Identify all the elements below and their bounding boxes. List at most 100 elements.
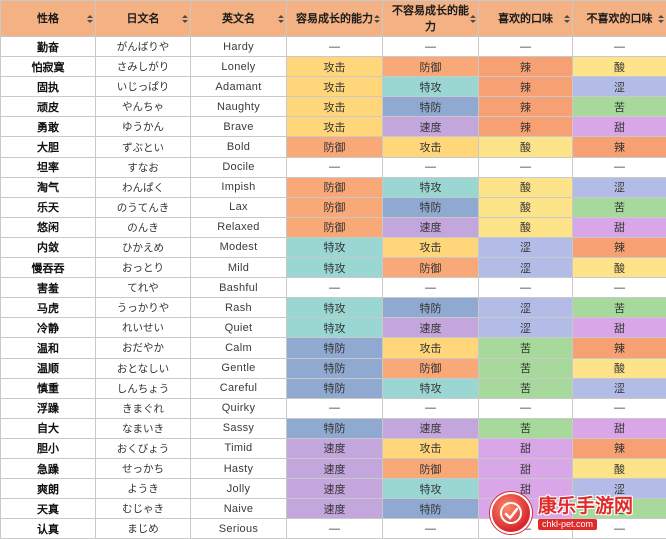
cell-japanese-name: せっかち <box>96 458 191 478</box>
cell-liked-flavor: 酸 <box>479 217 573 237</box>
cell-increased-stat: 特攻 <box>287 318 383 338</box>
cell-nature: 大胆 <box>1 137 96 157</box>
cell-liked-flavor: 涩 <box>479 318 573 338</box>
cell-english-name: Careful <box>191 378 287 398</box>
cell-disliked-flavor: 辣 <box>573 137 666 157</box>
cell-decreased-stat: 防御 <box>383 258 479 278</box>
cell-decreased-stat: — <box>383 519 479 539</box>
cell-decreased-stat: — <box>383 37 479 57</box>
cell-liked-flavor: 辣 <box>479 97 573 117</box>
cell-disliked-flavor: 苦 <box>573 197 666 217</box>
cell-decreased-stat: — <box>383 157 479 177</box>
cell-increased-stat: — <box>287 278 383 298</box>
cell-nature: 慎重 <box>1 378 96 398</box>
cell-japanese-name: まじめ <box>96 519 191 539</box>
cell-decreased-stat: 特攻 <box>383 77 479 97</box>
cell-english-name: Naive <box>191 499 287 519</box>
cell-disliked-flavor: 苦 <box>573 298 666 318</box>
cell-nature: 冷静 <box>1 318 96 338</box>
cell-english-name: Mild <box>191 258 287 278</box>
cell-japanese-name: ずぶとい <box>96 137 191 157</box>
cell-japanese-name: さみしがり <box>96 57 191 77</box>
cell-japanese-name: ゆうかん <box>96 117 191 137</box>
cell-english-name: Impish <box>191 177 287 197</box>
cell-english-name: Hardy <box>191 37 287 57</box>
cell-nature: 急躁 <box>1 458 96 478</box>
cell-nature: 内敛 <box>1 237 96 257</box>
header-japanese-name[interactable]: 日文名 <box>96 1 191 37</box>
sort-icon[interactable] <box>564 15 569 23</box>
cell-nature: 害羞 <box>1 278 96 298</box>
cell-decreased-stat: 特防 <box>383 499 479 519</box>
sort-icon[interactable] <box>470 15 475 23</box>
cell-decreased-stat: 攻击 <box>383 438 479 458</box>
cell-decreased-stat: 特攻 <box>383 177 479 197</box>
cell-english-name: Lonely <box>191 57 287 77</box>
cell-increased-stat: 速度 <box>287 458 383 478</box>
cell-nature: 认真 <box>1 519 96 539</box>
cell-disliked-flavor: 涩 <box>573 479 666 499</box>
cell-japanese-name: れいせい <box>96 318 191 338</box>
cell-nature: 悠闲 <box>1 217 96 237</box>
cell-japanese-name: やんちゃ <box>96 97 191 117</box>
cell-english-name: Sassy <box>191 418 287 438</box>
cell-nature: 胆小 <box>1 438 96 458</box>
cell-nature: 固执 <box>1 77 96 97</box>
sort-icon[interactable] <box>182 15 187 23</box>
cell-nature: 马虎 <box>1 298 96 318</box>
header-liked-flavor[interactable]: 喜欢的口味 <box>479 1 573 37</box>
cell-english-name: Bold <box>191 137 287 157</box>
header-disliked-flavor[interactable]: 不喜欢的口味 <box>573 1 666 37</box>
sort-icon[interactable] <box>374 15 379 23</box>
cell-english-name: Calm <box>191 338 287 358</box>
cell-japanese-name: ひかえめ <box>96 237 191 257</box>
sort-icon[interactable] <box>278 15 283 23</box>
cell-disliked-flavor: 涩 <box>573 177 666 197</box>
cell-english-name: Relaxed <box>191 217 287 237</box>
cell-english-name: Lax <box>191 197 287 217</box>
cell-decreased-stat: 防御 <box>383 358 479 378</box>
cell-disliked-flavor: 涩 <box>573 378 666 398</box>
header-decreased-stat[interactable]: 不容易成长的能力 <box>383 1 479 37</box>
cell-decreased-stat: 速度 <box>383 418 479 438</box>
cell-decreased-stat: 特防 <box>383 298 479 318</box>
cell-japanese-name: おだやか <box>96 338 191 358</box>
header-english-name[interactable]: 英文名 <box>191 1 287 37</box>
cell-decreased-stat: 速度 <box>383 117 479 137</box>
cell-liked-flavor: 甜 <box>479 499 573 519</box>
cell-english-name: Docile <box>191 157 287 177</box>
cell-disliked-flavor: — <box>573 37 666 57</box>
cell-english-name: Quirky <box>191 398 287 418</box>
cell-increased-stat: 攻击 <box>287 77 383 97</box>
sort-icon[interactable] <box>87 15 92 23</box>
cell-increased-stat: 特攻 <box>287 237 383 257</box>
cell-increased-stat: 攻击 <box>287 57 383 77</box>
cell-disliked-flavor: 辣 <box>573 438 666 458</box>
cell-japanese-name: うっかりや <box>96 298 191 318</box>
cell-nature: 温和 <box>1 338 96 358</box>
sort-icon[interactable] <box>658 15 663 23</box>
cell-disliked-flavor: 涩 <box>573 77 666 97</box>
cell-disliked-flavor: 甜 <box>573 217 666 237</box>
cell-increased-stat: 攻击 <box>287 97 383 117</box>
cell-liked-flavor: 苦 <box>479 358 573 378</box>
header-nature[interactable]: 性格 <box>1 1 96 37</box>
cell-english-name: Rash <box>191 298 287 318</box>
header-increased-stat[interactable]: 容易成长的能力 <box>287 1 383 37</box>
cell-disliked-flavor: — <box>573 519 666 539</box>
cell-liked-flavor: 辣 <box>479 77 573 97</box>
cell-japanese-name: わんぱく <box>96 177 191 197</box>
cell-increased-stat: 速度 <box>287 438 383 458</box>
cell-disliked-flavor: 甜 <box>573 418 666 438</box>
cell-nature: 天真 <box>1 499 96 519</box>
